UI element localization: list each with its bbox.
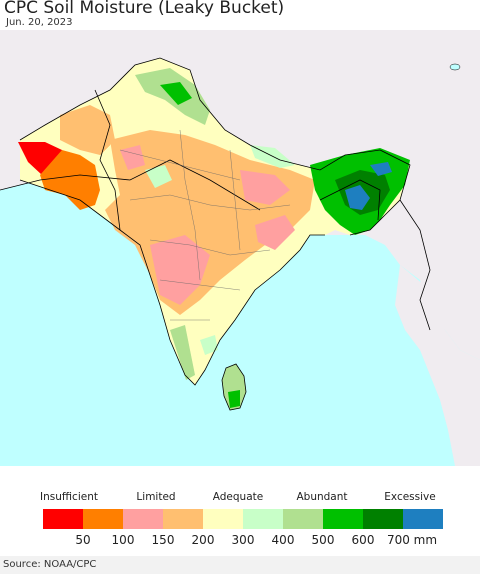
legend-category-abundant: Abundant xyxy=(296,491,348,503)
legend-swatch xyxy=(203,509,243,529)
light-green-region-1 xyxy=(145,165,172,188)
coastline-sri-lanka xyxy=(221,363,247,411)
excessive-region xyxy=(345,185,370,210)
legend-swatch xyxy=(363,509,403,529)
legend-swatch xyxy=(43,509,83,529)
island xyxy=(449,63,461,71)
country-borders xyxy=(0,57,431,411)
legend-tick: 500 xyxy=(311,533,335,547)
legend-tick: 700 mm xyxy=(386,533,438,547)
coastline-india xyxy=(19,179,325,386)
legend-category-limited: Limited xyxy=(136,491,176,503)
legend-swatch xyxy=(83,509,123,529)
pink-region-1 xyxy=(150,235,210,305)
pink-region-4 xyxy=(120,145,145,170)
map-canvas xyxy=(0,30,480,466)
southwest-coast-green xyxy=(170,325,195,380)
pink-region-3 xyxy=(255,215,295,250)
map-date: Jun. 20, 2023 xyxy=(6,17,73,28)
legend-category-insufficient: Insufficient xyxy=(40,491,98,503)
moderate-region-northwest xyxy=(60,105,115,155)
source-label: Source: NOAA/CPC xyxy=(3,559,97,570)
footer: Source: NOAA/CPC xyxy=(0,556,480,574)
legend-tick: 400 xyxy=(271,533,295,547)
light-green-region-2 xyxy=(200,335,218,355)
border-bangladesh xyxy=(319,179,381,221)
legend-swatch xyxy=(243,509,283,529)
legend-tick: 200 xyxy=(191,533,215,547)
excessive-region-2 xyxy=(370,162,392,176)
limited-region-west xyxy=(40,150,100,210)
legend-swatch xyxy=(123,509,163,529)
legend-tick: 300 xyxy=(231,533,255,547)
sri-lanka-south xyxy=(228,390,240,408)
legend-tick: 150 xyxy=(151,533,175,547)
legend-color-bar xyxy=(43,509,443,529)
outside-land-southeast xyxy=(395,265,480,466)
legend-swatch xyxy=(403,509,443,529)
pink-region-2 xyxy=(240,170,290,205)
legend-tick: 50 xyxy=(75,533,91,547)
legend-swatch xyxy=(283,509,323,529)
dark-green-region-kashmir xyxy=(160,82,192,105)
legend: Insufficient Limited Adequate Abundant E… xyxy=(0,466,480,556)
legend-swatch xyxy=(323,509,363,529)
border-north xyxy=(0,159,261,211)
soil-moisture-map xyxy=(0,30,480,466)
legend-category-adequate: Adequate xyxy=(212,491,264,503)
legend-tick: 600 xyxy=(351,533,375,547)
legend-tick: 100 xyxy=(111,533,135,547)
legend-category-excessive: Excessive xyxy=(384,491,436,503)
state-borders xyxy=(119,129,291,321)
legend-swatch xyxy=(163,509,203,529)
map-title: CPC Soil Moisture (Leaky Bucket) xyxy=(4,0,285,18)
border-myanmar xyxy=(399,199,431,331)
border-pakistan-india xyxy=(94,89,121,231)
